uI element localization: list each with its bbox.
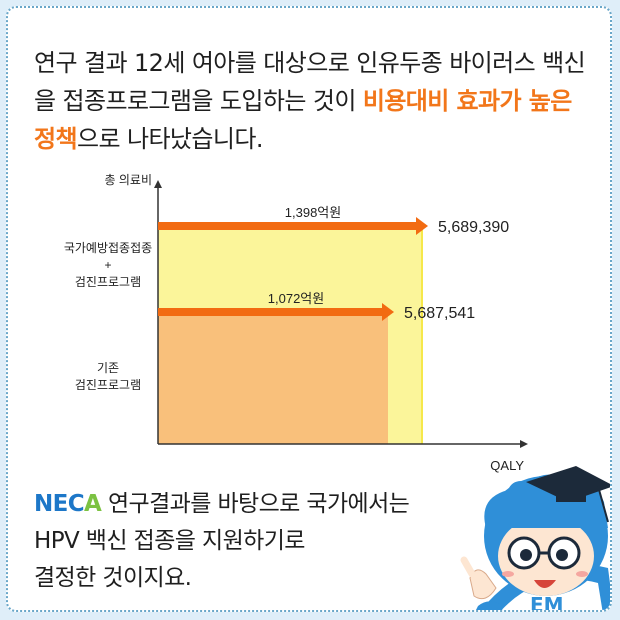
x-axis-arrow (520, 440, 528, 448)
mascot-badge: EM (530, 593, 564, 612)
category-label-0-line-2: 검진프로그램 (75, 275, 141, 289)
category-label-0: 국가예방접종접종 + 검진프로그램 (64, 241, 152, 289)
brand-neca: NEC (34, 491, 85, 517)
graduation-cap (526, 466, 610, 502)
cost-effectiveness-chart: 총 의료비 QALY 1,398억원 5,689,390 1,072억원 5,687,54… (64, 173, 528, 473)
conclusion-line-1: NECA 연구결과를 바탕으로 국가에서는 (34, 486, 474, 523)
conclusion-line-2: HPV 백신 접종을 지원하기로 (34, 528, 305, 554)
conclusion-line-3: 결정한 것이지요. (34, 565, 192, 591)
x-axis-label: QALY (490, 458, 524, 473)
cost-arrow-1 (158, 308, 384, 316)
cost-arrow-head-1 (382, 303, 394, 321)
cost-label-1: 1,072억원 (268, 291, 324, 306)
category-label-0-line-1: + (104, 258, 111, 272)
headline-text-1: 연구 결과 12세 여아를 대상으로 인유두종 바이러스 백신을 접종프로그램을… (34, 49, 586, 115)
cost-arrow-0 (158, 222, 418, 230)
brand-neca-accent: A (84, 491, 102, 517)
qaly-label-0: 5,689,390 (438, 219, 509, 236)
bar-existing (158, 312, 388, 444)
category-label-0-line-0: 국가예방접종접종 (64, 241, 152, 255)
conclusion-line-1-rest: 연구결과를 바탕으로 국가에서는 (101, 491, 410, 517)
category-label-1-line-0: 기존 (97, 361, 119, 375)
y-axis-arrow (154, 180, 162, 188)
cost-label-0: 1,398억원 (285, 205, 341, 220)
cost-arrow-head-0 (416, 217, 428, 235)
headline-highlight: 비용대비 효과가 높은 정책 (34, 87, 572, 153)
y-axis-label: 총 의료비 (105, 173, 153, 187)
mascot-graduate-icon: EM (460, 466, 610, 612)
headline: 연구 결과 12세 여아를 대상으로 인유두종 바이러스 백신을 접종프로그램을… (34, 44, 594, 158)
infographic-card: 연구 결과 12세 여아를 대상으로 인유두종 바이러스 백신을 접종프로그램을… (6, 6, 612, 612)
category-label-1-line-1: 검진프로그램 (75, 378, 141, 392)
conclusion-text: NECA 연구결과를 바탕으로 국가에서는 HPV 백신 접종을 지원하기로 결… (34, 486, 474, 597)
qaly-label-1: 5,687,541 (404, 305, 475, 322)
headline-text-2: 으로 나타났습니다. (76, 125, 264, 153)
